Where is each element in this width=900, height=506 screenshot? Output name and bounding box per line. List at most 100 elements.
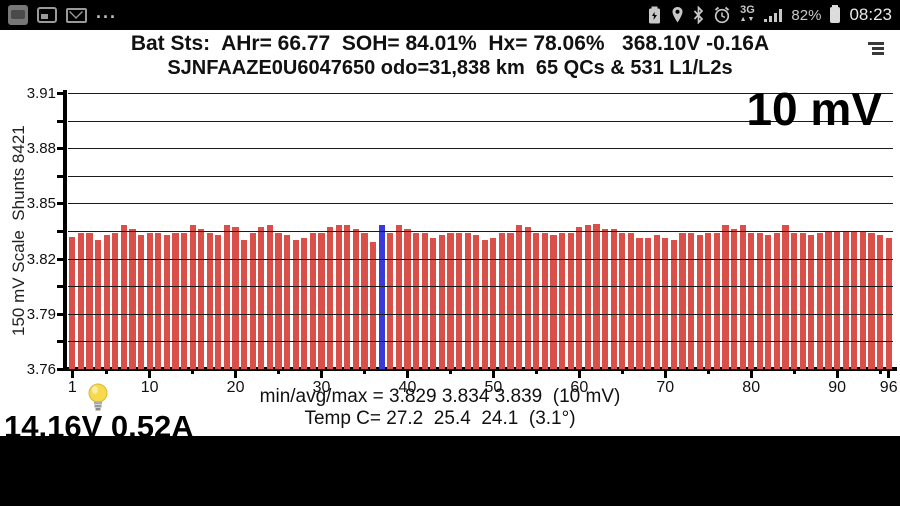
cell-bar: [687, 232, 695, 369]
cell-bar: [765, 234, 772, 369]
cell-bar: [834, 231, 841, 369]
temperature-line: Temp C= 27.2 25.4 24.1 (3.1°): [304, 408, 576, 429]
min-avg-max-line: min/avg/max = 3.829 3.834 3.839 (10 mV): [259, 386, 621, 407]
cell-bar: [137, 234, 145, 369]
cell-bar: [464, 232, 471, 369]
network-3g-icon: 3G ▲▼: [739, 4, 756, 24]
cell-bar: [447, 232, 454, 369]
cell-bar: [782, 225, 789, 369]
cell-bar: [352, 229, 359, 369]
plot-area[interactable]: [57, 92, 893, 371]
cell-bar: [799, 232, 806, 369]
alarm-clock-icon: [714, 6, 729, 24]
clock-text: 08:23: [849, 5, 892, 24]
cell-bar: [129, 229, 136, 369]
vin-odo-line: SJNFAAZE0U6047650 odo=31,838 km 65 QCs &…: [167, 57, 733, 79]
y-tick: [57, 174, 67, 178]
cell-bar: [69, 236, 76, 369]
cell-bar: [258, 227, 265, 369]
y-tick: [57, 92, 67, 95]
cell-bar: [739, 225, 746, 369]
gridline: [68, 313, 893, 315]
x-axis-label: 70: [656, 379, 675, 396]
cell-bar: [584, 225, 591, 369]
cell-bar: [232, 227, 239, 369]
y-tick: [57, 340, 67, 344]
cell-bar: [756, 232, 763, 369]
cell-bar: [292, 240, 299, 369]
cell-bar: [696, 234, 703, 369]
x-tick-major: [749, 369, 753, 378]
cell-bar: [344, 225, 351, 369]
cell-bar: [438, 234, 445, 369]
gridline: [68, 148, 893, 150]
x-axis-label: 10: [140, 379, 159, 396]
cell-bar: [722, 225, 729, 369]
cell-bar: [481, 240, 488, 369]
cell-bar: [309, 232, 316, 369]
y-tick: [57, 119, 67, 123]
cell-bar: [808, 234, 815, 369]
cell-bar: [369, 242, 377, 369]
cell-bar: [155, 232, 162, 369]
cell-bar: [430, 238, 437, 369]
cell-bar: [868, 232, 875, 369]
x-tick-minor: [362, 369, 366, 374]
cell-bar: [404, 229, 411, 369]
x-tick-major: [577, 369, 581, 378]
android-status-bar: ... 3G ▲▼: [0, 0, 900, 30]
menu-icon[interactable]: [866, 40, 884, 58]
y-tick: [57, 368, 67, 371]
cell-bar: [541, 232, 549, 369]
x-tick-major: [320, 369, 324, 378]
cell-bar: [662, 238, 669, 369]
cell-bar: [619, 232, 626, 369]
x-tick-major: [234, 369, 238, 378]
cell-bar: [395, 225, 402, 369]
y-tick: [57, 230, 67, 233]
notification-icons: ...: [8, 3, 117, 25]
y-tick: [57, 147, 67, 151]
cell-bar: [567, 232, 574, 369]
gridline: [68, 369, 893, 370]
cell-bar: [318, 232, 325, 369]
cell-bar: [730, 229, 738, 369]
cell-bar: [103, 234, 110, 369]
gridline: [68, 203, 893, 205]
x-tick-minor: [105, 369, 109, 374]
cell-bar: [361, 232, 368, 369]
cell-bar: [713, 232, 720, 369]
x-axis-label: 20: [226, 379, 245, 396]
cell-bar: [335, 225, 342, 369]
cell-bar: [112, 232, 119, 369]
gridline: [68, 286, 893, 288]
cell-bar: [773, 232, 781, 369]
cell-bar: [455, 232, 463, 369]
cell-bar-selected: [378, 225, 385, 369]
x-tick-major: [663, 369, 667, 378]
footer-bar: SOC= 59.4% v0.45.119 enELM327 v1.507/17/…: [0, 436, 900, 506]
x-axis-label: 90: [828, 379, 847, 396]
gridline: [68, 93, 893, 94]
cell-bar: [189, 225, 196, 369]
y-tick: [57, 202, 67, 206]
battery-stats-line: Bat Sts: AHr= 66.77 SOH= 84.01% Hx= 78.0…: [130, 32, 770, 55]
x-tick-minor: [792, 369, 796, 374]
cell-bar: [86, 232, 93, 369]
gridline: [68, 258, 893, 260]
cell-bar: [498, 232, 506, 369]
x-tick-minor: [191, 369, 195, 374]
y-tick: [57, 312, 67, 316]
cell-bar: [524, 227, 531, 369]
signal-strength-icon: [764, 8, 783, 22]
cell-bar: [576, 227, 583, 369]
cell-bar: [593, 223, 600, 369]
cell-bar: [825, 231, 832, 369]
x-axis-label: 30: [312, 379, 331, 396]
screenshot-icon: [37, 7, 57, 23]
cell-bar: [412, 232, 420, 369]
cell-bar: [516, 225, 523, 369]
x-tick-minor: [277, 369, 281, 374]
cell-bar: [180, 232, 188, 369]
